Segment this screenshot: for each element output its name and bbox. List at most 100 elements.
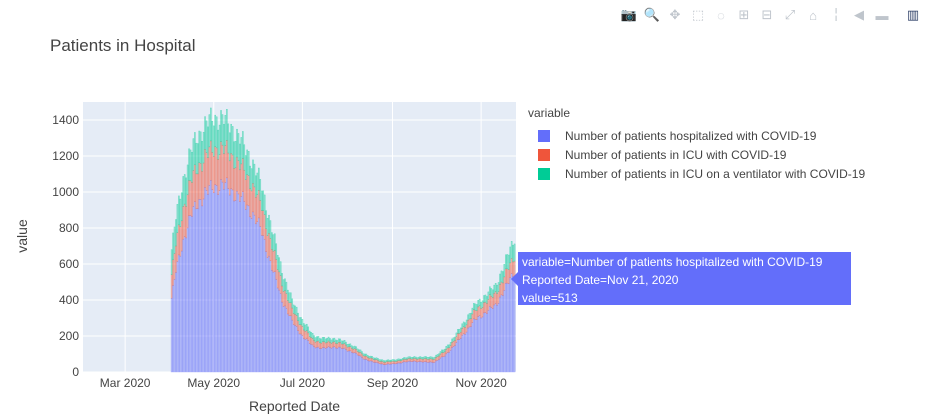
bar-segment-1[interactable] [356, 354, 359, 373]
bar-segment-1[interactable] [458, 339, 461, 373]
bar-segment-2[interactable] [236, 156, 238, 192]
bar-segment-3[interactable] [387, 359, 389, 362]
bar-segment-1[interactable] [317, 346, 320, 373]
bar-segment-1[interactable] [384, 364, 387, 373]
bar-segment-2[interactable] [464, 327, 466, 335]
bar-segment-1[interactable] [433, 362, 436, 373]
bar-segment-3[interactable] [500, 270, 503, 283]
bar-segment-3[interactable] [445, 346, 448, 350]
bar-segment-3[interactable] [473, 303, 475, 310]
bar-segment-3[interactable] [326, 338, 328, 343]
bar-segment-3[interactable] [256, 172, 259, 195]
bar-segment-3[interactable] [420, 356, 423, 360]
bar-segment-2[interactable] [391, 360, 394, 364]
bar-segment-2[interactable] [217, 159, 219, 195]
bar-segment-3[interactable] [481, 300, 484, 308]
bar-segment-2[interactable] [473, 309, 475, 320]
bar-segment-1[interactable] [428, 362, 430, 373]
bar-segment-1[interactable] [170, 298, 173, 373]
bar-segment-2[interactable] [279, 275, 282, 294]
bar-segment-1[interactable] [175, 272, 177, 373]
bar-segment-3[interactable] [448, 344, 450, 348]
bar-segment-3[interactable] [417, 356, 420, 360]
bar-segment-1[interactable] [202, 198, 205, 373]
bar-segment-2[interactable] [497, 291, 500, 304]
bar-segment-3[interactable] [279, 261, 282, 276]
bar-segment-3[interactable] [426, 357, 429, 360]
bar-segment-2[interactable] [304, 331, 307, 340]
bar-segment-2[interactable] [186, 194, 189, 229]
bar-segment-2[interactable] [326, 342, 328, 348]
bar-segment-2[interactable] [502, 282, 504, 296]
bar-segment-1[interactable] [374, 362, 376, 373]
bar-segment-3[interactable] [486, 296, 488, 304]
bar-segment-2[interactable] [420, 358, 423, 363]
bar-segment-2[interactable] [314, 341, 317, 349]
bar-segment-3[interactable] [292, 304, 295, 314]
bar-segment-2[interactable] [288, 302, 291, 317]
bar-segment-3[interactable] [185, 177, 187, 207]
bar-segment-2[interactable] [487, 299, 490, 311]
bar-segment-2[interactable] [365, 355, 368, 360]
bar-segment-2[interactable] [400, 360, 402, 364]
bar-segment-1[interactable] [406, 361, 408, 373]
bar-segment-3[interactable] [414, 356, 417, 359]
bar-segment-1[interactable] [441, 356, 443, 373]
bar-segment-2[interactable] [176, 232, 179, 262]
bar-segment-2[interactable] [378, 361, 381, 364]
bar-segment-1[interactable] [300, 333, 302, 373]
bar-segment-1[interactable] [493, 304, 495, 373]
bar-segment-1[interactable] [272, 271, 275, 373]
bar-segment-1[interactable] [323, 347, 325, 373]
bar-segment-2[interactable] [197, 173, 199, 209]
bar-segment-3[interactable] [349, 343, 352, 347]
bar-segment-3[interactable] [217, 129, 219, 160]
zoom-icon[interactable]: 🔍 [643, 7, 661, 22]
bar-segment-3[interactable] [336, 340, 339, 344]
bar-segment-3[interactable] [474, 303, 477, 311]
bar-segment-3[interactable] [329, 338, 331, 343]
bar-segment-1[interactable] [249, 216, 251, 373]
bar-segment-1[interactable] [397, 362, 400, 373]
bar-segment-3[interactable] [342, 340, 344, 345]
bar-segment-2[interactable] [483, 302, 485, 314]
bar-segment-1[interactable] [240, 196, 243, 373]
bar-segment-3[interactable] [230, 123, 232, 154]
bar-segment-2[interactable] [247, 175, 250, 207]
bar-segment-3[interactable] [204, 116, 206, 150]
lasso-icon[interactable]: ◌ [717, 7, 725, 23]
bar-segment-3[interactable] [404, 357, 407, 360]
bar-segment-3[interactable] [458, 328, 461, 334]
bar-segment-3[interactable] [340, 340, 343, 345]
bar-segment-3[interactable] [337, 338, 340, 343]
bar-segment-2[interactable] [208, 146, 211, 186]
bar-segment-1[interactable] [210, 180, 212, 373]
bar-segment-1[interactable] [220, 179, 222, 373]
bar-segment-3[interactable] [471, 307, 474, 315]
bar-segment-1[interactable] [500, 294, 503, 373]
bar-segment-2[interactable] [436, 356, 439, 361]
bar-segment-1[interactable] [388, 363, 391, 373]
bar-segment-3[interactable] [412, 356, 414, 360]
bar-segment-1[interactable] [358, 355, 360, 373]
bar-segment-3[interactable] [310, 332, 312, 338]
bar-segment-3[interactable] [506, 254, 509, 270]
bar-segment-1[interactable] [348, 350, 350, 373]
bar-segment-2[interactable] [486, 303, 488, 314]
bar-segment-2[interactable] [205, 152, 208, 191]
bar-segment-3[interactable] [324, 338, 327, 344]
bar-segment-1[interactable] [407, 361, 410, 373]
bar-segment-1[interactable] [372, 361, 375, 373]
bar-segment-2[interactable] [272, 250, 275, 273]
bar-segment-3[interactable] [308, 330, 311, 337]
bar-segment-3[interactable] [385, 359, 388, 362]
bar-segment-1[interactable] [223, 188, 225, 373]
bar-segment-2[interactable] [178, 224, 180, 256]
bar-segment-2[interactable] [305, 330, 308, 340]
bar-segment-1[interactable] [244, 209, 247, 373]
bar-segment-2[interactable] [214, 146, 217, 185]
bar-segment-3[interactable] [401, 358, 404, 361]
bar-segment-3[interactable] [439, 351, 442, 355]
bar-segment-2[interactable] [382, 361, 385, 365]
bar-segment-1[interactable] [198, 199, 201, 373]
